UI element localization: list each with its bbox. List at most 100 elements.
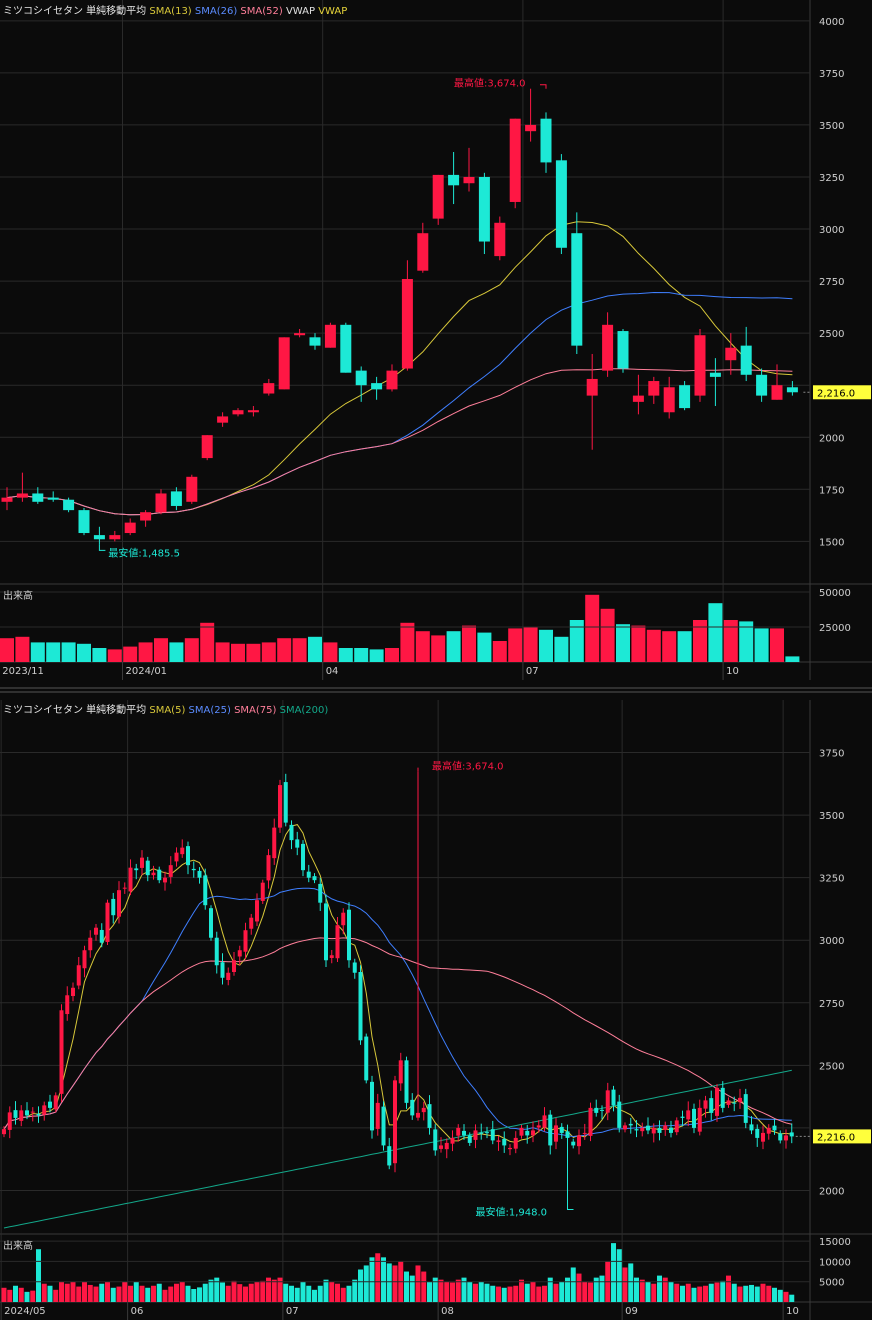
volume-bar: [415, 631, 430, 662]
candle-up: [243, 930, 248, 952]
price-axis-label: 3250: [819, 173, 844, 184]
low-marker-line: [98, 544, 106, 551]
candle-up: [82, 950, 87, 969]
candle-up: [416, 1112, 420, 1118]
volume-bar: [248, 1283, 254, 1302]
volume-bar: [634, 1277, 639, 1302]
volume-bar: [277, 1277, 283, 1302]
candle-down: [555, 160, 567, 248]
candle-up: [519, 1127, 524, 1136]
volume-bar: [151, 1285, 156, 1302]
volume-bar: [501, 1287, 507, 1302]
volume-bar: [438, 1279, 444, 1302]
candle-up: [401, 279, 413, 369]
volume-bar: [554, 636, 569, 662]
candle-down: [352, 962, 357, 973]
volume-bar: [646, 629, 661, 662]
candle-up: [456, 1127, 461, 1136]
volume-bar: [323, 642, 338, 662]
candle-up: [263, 383, 275, 394]
candle-down: [340, 324, 352, 373]
candle-down: [134, 868, 139, 871]
candle-down: [669, 1127, 673, 1133]
candle-down: [309, 337, 321, 346]
volume-bar: [553, 1283, 559, 1302]
candle-up: [88, 937, 93, 951]
volume-bar: [783, 1291, 789, 1302]
volume-bar: [616, 624, 630, 662]
volume-bar: [450, 1282, 455, 1302]
candle-down: [611, 1089, 616, 1106]
candle-up: [278, 337, 290, 390]
candle-down: [743, 1094, 748, 1123]
candle-down: [203, 875, 208, 906]
volume-bar: [789, 1294, 795, 1302]
volume-bar: [323, 1279, 329, 1302]
candle-up: [247, 410, 259, 413]
candle-up: [726, 1100, 731, 1105]
candle-up: [602, 324, 614, 371]
candle-up: [226, 972, 231, 981]
candle-up: [398, 1060, 403, 1084]
volume-bar: [369, 649, 384, 662]
candle-up: [766, 1127, 771, 1134]
candle-up: [715, 1087, 719, 1116]
candle-up: [494, 222, 506, 257]
volume-bar: [123, 646, 138, 662]
volume-bar: [432, 1277, 438, 1302]
candle-up: [1, 497, 13, 502]
candle-down: [36, 1113, 41, 1116]
high-marker-line: [540, 84, 547, 89]
candle-up: [140, 857, 144, 868]
legend-title: ミツコシイセタン 単純移動平均: [3, 703, 149, 716]
candle-down: [306, 871, 311, 878]
volume-label: 出来高: [3, 589, 33, 602]
candle-up: [725, 347, 737, 361]
volume-bar: [30, 1290, 36, 1302]
volume-bar: [168, 1286, 174, 1302]
volume-bar: [415, 1265, 421, 1302]
candle-up: [421, 1107, 426, 1113]
candle-down: [628, 1123, 633, 1126]
volume-bar: [507, 1286, 513, 1302]
volume-bar: [731, 1283, 737, 1302]
volume-bar: [317, 1285, 323, 1302]
volume-bar: [622, 1267, 628, 1302]
volume-bar: [300, 1281, 306, 1302]
volume-bar: [53, 1289, 59, 1302]
volume-bar: [473, 1283, 478, 1302]
candle-up: [605, 1090, 610, 1113]
volume-axis-label: 50000: [819, 588, 851, 599]
candle-down: [99, 929, 104, 943]
volume-bar: [145, 1287, 151, 1302]
candle-up: [473, 1130, 478, 1140]
candle-up: [19, 1110, 24, 1121]
volume-bar: [133, 1281, 139, 1302]
volume-bar: [294, 1287, 300, 1302]
candle-up: [623, 1125, 627, 1130]
volume-bar: [766, 1285, 772, 1302]
candle-up: [651, 1127, 656, 1134]
volume-bar: [519, 1279, 524, 1302]
candle-down: [594, 1107, 599, 1113]
candle-up: [163, 877, 167, 883]
volume-bar: [261, 642, 276, 662]
candle-up: [761, 1132, 765, 1142]
legend-item: VWAP: [318, 6, 347, 17]
volume-bar: [202, 1283, 208, 1302]
candle-up: [324, 324, 336, 348]
volume-bar: [386, 1263, 392, 1302]
volume-bar: [231, 1280, 237, 1302]
volume-bar: [266, 1277, 271, 1302]
price-axis-label: 3250: [819, 874, 844, 885]
volume-bar: [631, 625, 646, 662]
volume-bar: [639, 1279, 645, 1302]
volume-bar: [547, 1277, 553, 1302]
volume-bar: [41, 1283, 47, 1302]
legend-item: SMA(75): [234, 705, 280, 716]
candle-up: [65, 995, 70, 1015]
candle-down: [565, 1131, 570, 1138]
legend-item: SMA(52): [240, 6, 286, 17]
candle-down: [478, 176, 490, 242]
volume-bar: [246, 643, 261, 662]
